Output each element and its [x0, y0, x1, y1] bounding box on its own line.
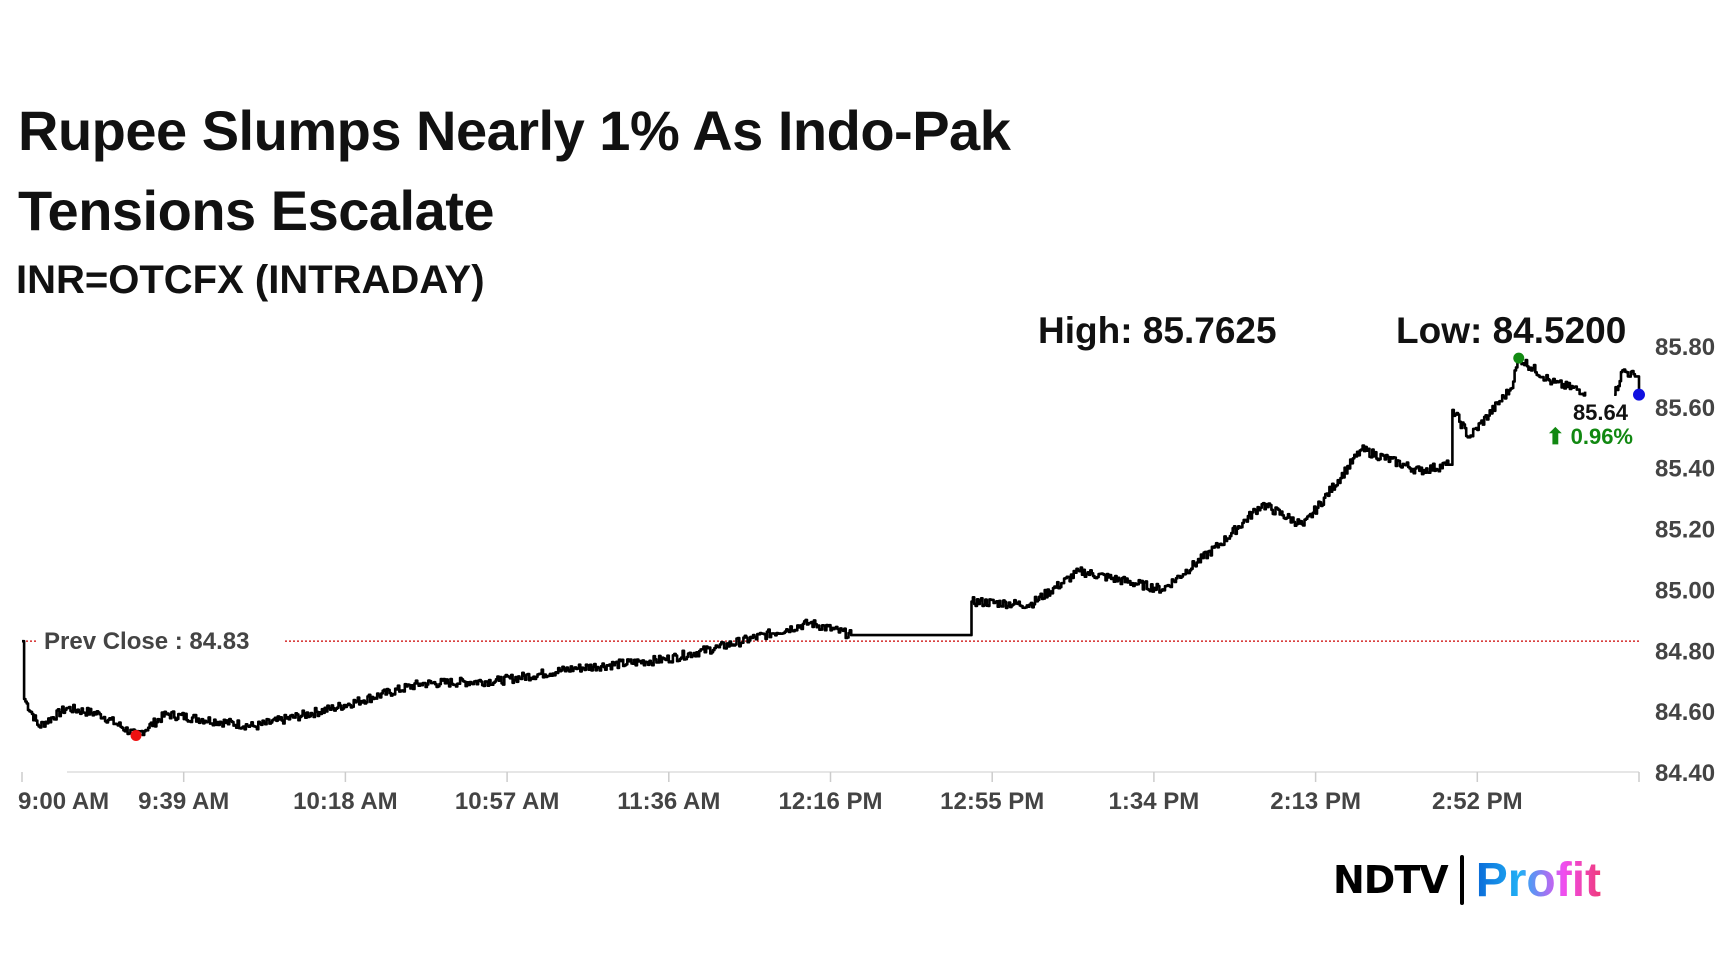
y-tick-label: 85.80 — [1655, 334, 1715, 361]
x-tick-label: 12:55 PM — [940, 788, 1044, 815]
low-label: Low: 84.5200 — [1396, 310, 1627, 351]
y-tick-label: 85.60 — [1655, 395, 1715, 422]
y-tick-label: 84.80 — [1655, 638, 1715, 665]
high-point-marker — [1513, 352, 1525, 364]
prev-close-label: Prev Close : 84.83 — [44, 628, 249, 655]
last-price-marker — [1633, 388, 1645, 401]
x-tick-label: 9:00 AM — [18, 788, 109, 815]
x-tick-label: 1:34 PM — [1109, 788, 1200, 815]
low-point-marker — [130, 729, 142, 741]
x-tick-label: 2:52 PM — [1432, 788, 1523, 815]
chart-title-line-2: Tensions Escalate — [18, 179, 495, 242]
x-tick-label: 12:16 PM — [778, 788, 882, 815]
y-tick-label: 85.00 — [1655, 577, 1715, 604]
chart-title-line-1: Rupee Slumps Nearly 1% As Indo-Pak — [18, 99, 1011, 162]
logo-profit: Profit — [1475, 853, 1602, 907]
y-tick-label: 84.40 — [1655, 760, 1715, 787]
price-line — [1614, 368, 1641, 396]
chart-subtitle: INR=OTCFX (INTRADAY) — [16, 258, 485, 302]
last-price-label: 85.64 — [1573, 400, 1629, 425]
x-tick-label: 9:39 AM — [138, 788, 229, 815]
x-tick-label: 10:57 AM — [455, 788, 559, 815]
high-label: High: 85.7625 — [1038, 310, 1277, 351]
ndtv-profit-logo: NDTV Profit — [1333, 853, 1602, 907]
y-tick-label: 84.60 — [1655, 699, 1715, 726]
logo-divider — [1459, 855, 1464, 905]
x-tick-label: 2:13 PM — [1270, 788, 1361, 815]
logo-ndtv: NDTV — [1333, 858, 1449, 902]
x-tick-label: 10:18 AM — [293, 788, 397, 815]
y-tick-label: 85.20 — [1655, 517, 1715, 544]
y-tick-label: 85.40 — [1655, 456, 1715, 483]
x-tick-label: 11:36 AM — [617, 788, 720, 815]
change-percent-label: ⬆ 0.96% — [1546, 424, 1633, 449]
price-line — [22, 356, 1587, 737]
